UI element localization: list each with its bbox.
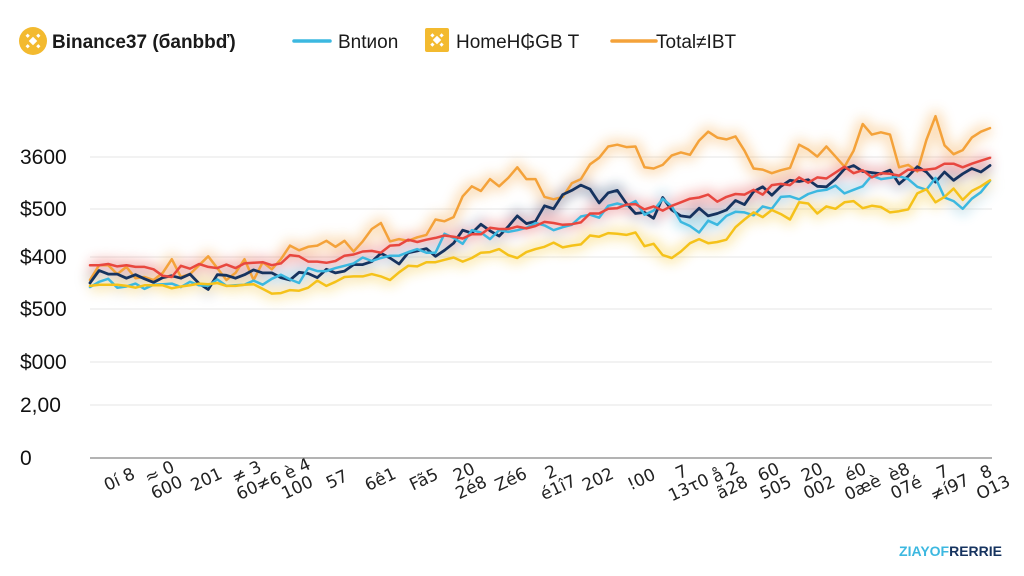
y-tick-label: 2,00 [20, 394, 61, 417]
svg-text:57: 57 [323, 466, 351, 493]
y-tick-label: $400 [20, 246, 67, 269]
svg-text:0í 8: 0í 8 [101, 464, 138, 496]
y-tick-label: $000 [20, 351, 67, 374]
legend-item-binance[interactable]: Binance37 (бanbbď) [19, 27, 236, 55]
svg-text:!00: !00 [625, 465, 659, 495]
x-tick-label: !00 [625, 465, 659, 495]
legend-item-home[interactable]: HomeH₲GB T [425, 28, 580, 53]
svg-text:202: 202 [579, 464, 617, 496]
x-tick-label: 6ê1 [362, 464, 400, 496]
series-line-red [88, 156, 992, 279]
watermark-part1: ZIAYOF [899, 543, 949, 559]
svg-text:é1î7: é1î7 [538, 471, 580, 505]
binance-diamond-glyph [25, 33, 41, 49]
y-tick-label: $500 [20, 298, 67, 321]
svg-text:Zé6: Zé6 [492, 464, 530, 496]
legend: Binance37 (бanbbď) Bntиon HomeH₲GB T Tot… [19, 27, 737, 55]
x-tick-label: 57 [323, 466, 351, 493]
svg-text:201: 201 [188, 464, 226, 496]
x-tick-label: 0í 8 [101, 464, 138, 496]
legend-label-total: Total≠IBT [656, 32, 737, 53]
x-tick-label: Fã5 [407, 465, 442, 496]
watermark-part2: RERRIE [949, 543, 1002, 559]
legend-label-bnt: Bntиon [338, 32, 398, 53]
legend-item-total[interactable]: Total≠IBT [610, 32, 737, 53]
legend-item-bnt[interactable]: Bntиon [292, 32, 398, 53]
y-tick-label: $500 [20, 198, 67, 221]
svg-text:6ê1: 6ê1 [362, 464, 400, 496]
y-axis-ticks: 0 2,00 $000 $500 $400 $500 3600 [20, 146, 67, 470]
legend-label-binance: Binance37 (бanbbď) [52, 32, 236, 53]
svg-text:Fã5: Fã5 [407, 465, 442, 496]
x-tick-label: 7≠í97 [927, 461, 972, 505]
legend-label-home: HomeH₲GB T [456, 32, 580, 53]
y-tick-label: 3600 [20, 146, 67, 169]
x-tick-label: ≠ 360≠ [229, 457, 275, 505]
series-line-home [88, 179, 992, 295]
x-tick-label: Zé6 [492, 464, 530, 496]
svg-text:O13: O13 [973, 472, 1013, 505]
x-tick-label: 201 [188, 464, 226, 496]
watermark-brand: ZIAYOFRERRIE [899, 543, 1002, 559]
y-tick-label: 0 [20, 447, 32, 470]
series-line-binance [88, 164, 992, 291]
series-lines [88, 114, 992, 295]
x-tick-label: 202 [579, 464, 617, 496]
